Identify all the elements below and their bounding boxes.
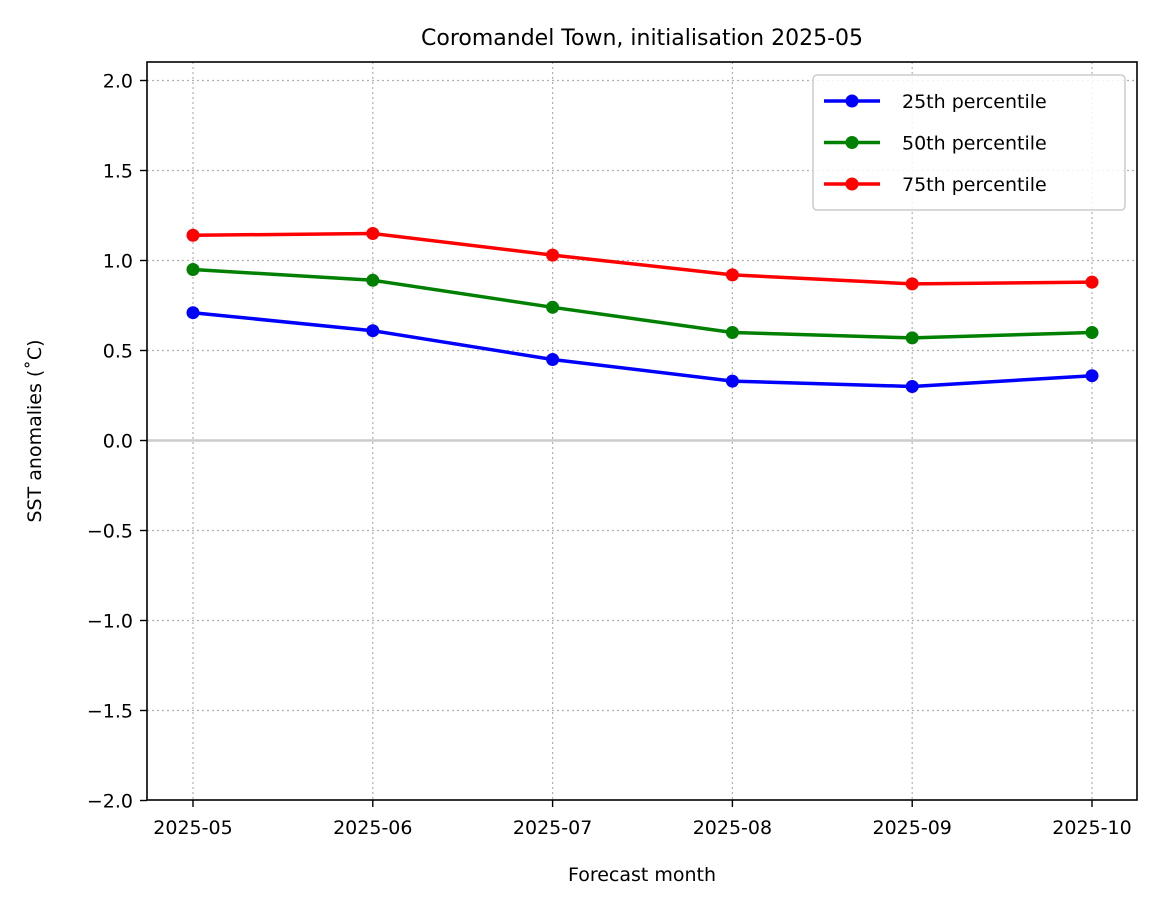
series-group <box>186 227 1099 393</box>
data-point <box>1085 326 1099 339</box>
data-point <box>186 263 200 276</box>
plot-frame <box>146 61 1138 801</box>
y-axis: −2.0 −1.5 −1.0 −0.5 0.0 0.5 1.0 1.5 2.0 <box>87 71 147 813</box>
legend-label: 50th percentile <box>902 133 1047 155</box>
legend-marker <box>845 94 859 108</box>
x-tick-label: 2025-06 <box>333 817 412 839</box>
y-axis-label: SST anomalies (˚C) <box>24 339 46 522</box>
series-1 <box>186 306 1099 393</box>
y-tick-label: 0.5 <box>103 341 133 363</box>
legend-label: 75th percentile <box>902 174 1047 196</box>
x-axis: 2025-05 2025-06 2025-07 2025-08 2025-09 2025-… <box>153 800 1132 839</box>
data-point <box>186 306 200 320</box>
x-tick-label: 2025-08 <box>693 817 772 839</box>
data-point <box>546 300 560 314</box>
data-point <box>366 273 380 287</box>
y-tick-label: 2.0 <box>103 71 133 93</box>
y-tick-label: 1.0 <box>103 251 133 273</box>
data-point <box>725 268 739 282</box>
data-point <box>546 248 560 262</box>
data-point <box>725 374 739 388</box>
data-point <box>366 227 380 240</box>
series-line <box>192 231 1093 286</box>
data-point <box>1085 369 1099 383</box>
x-tick-label: 2025-10 <box>1052 817 1131 839</box>
chart-title: Coromandel Town, initialisation 2025-05 <box>421 26 863 51</box>
series-2 <box>186 263 1099 345</box>
y-tick-label: 0.0 <box>103 431 133 453</box>
data-point <box>725 326 739 339</box>
series-line <box>192 267 1093 340</box>
legend-label: 25th percentile <box>902 91 1047 113</box>
x-axis-label: Forecast month <box>568 864 716 886</box>
y-tick-label: −1.0 <box>87 611 133 633</box>
x-tick-label: 2025-09 <box>873 817 952 839</box>
y-tick-label: −0.5 <box>87 521 133 543</box>
series-3 <box>186 227 1099 291</box>
series-line <box>192 310 1093 389</box>
data-point <box>1085 275 1099 289</box>
x-tick-label: 2025-05 <box>153 817 232 839</box>
data-point <box>546 353 560 366</box>
legend-box <box>812 74 1126 211</box>
y-tick-label: −2.0 <box>87 791 133 813</box>
legend-marker <box>845 136 859 149</box>
data-point <box>905 277 919 291</box>
data-point <box>905 380 919 393</box>
legend-marker <box>845 177 859 191</box>
data-point <box>186 228 200 242</box>
y-tick-label: 1.5 <box>103 161 133 183</box>
y-tick-label: −1.5 <box>87 701 133 723</box>
x-tick-label: 2025-07 <box>513 817 592 839</box>
data-point <box>366 324 380 338</box>
legend: 25th percentile 50th percentile 75th perce… <box>812 74 1126 211</box>
data-point <box>905 331 919 345</box>
